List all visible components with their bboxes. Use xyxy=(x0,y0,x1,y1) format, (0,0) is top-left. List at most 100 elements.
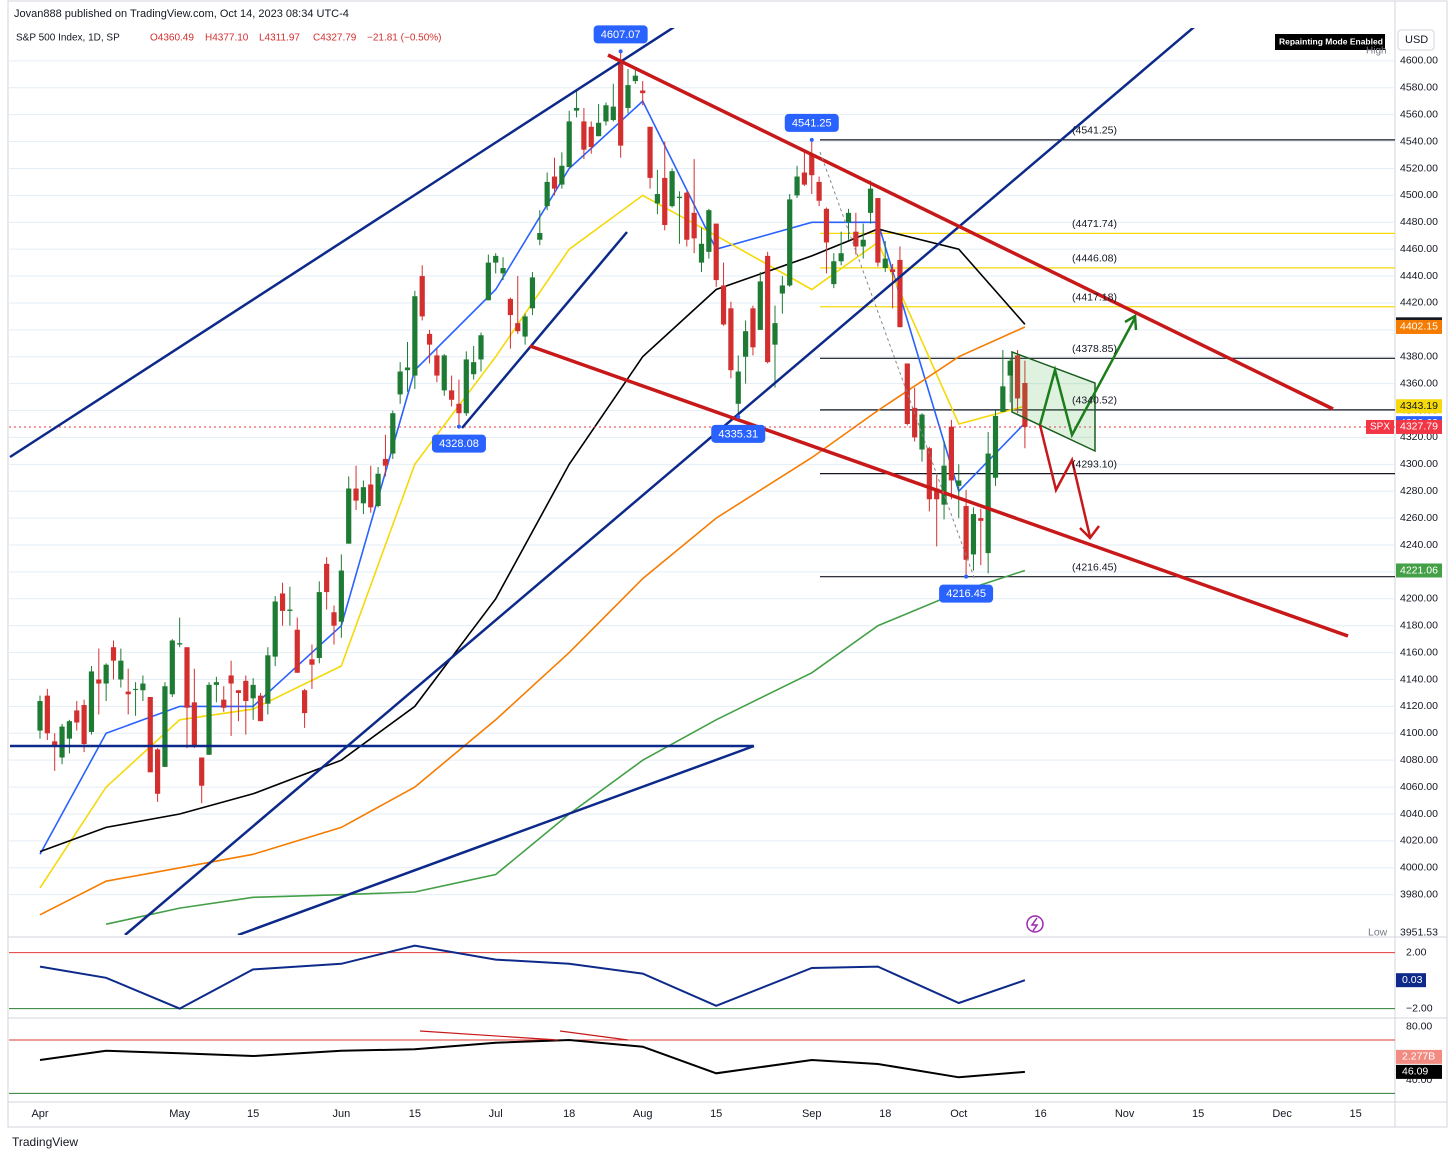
candle-body xyxy=(368,484,374,508)
legend-low: L4311.97 xyxy=(259,33,300,44)
candle-body xyxy=(529,277,536,309)
y-tick-label: 3980.00 xyxy=(1400,888,1438,900)
candle-body xyxy=(132,688,139,690)
candle-body xyxy=(985,453,991,554)
value-tag-label: 46.09 xyxy=(1402,1066,1428,1078)
candle-body xyxy=(860,239,866,247)
candle-body xyxy=(978,518,984,521)
candle-body xyxy=(551,176,558,189)
candle-body xyxy=(676,196,683,199)
candle-body xyxy=(816,181,822,201)
value-tag xyxy=(1396,973,1426,988)
x-tick-label: May xyxy=(169,1108,190,1120)
currency[interactable]: USD xyxy=(1405,34,1428,46)
x-tick-label: Oct xyxy=(950,1108,967,1120)
candle-body xyxy=(809,155,815,176)
candle-body xyxy=(272,601,278,657)
y-tick-label: 4160.00 xyxy=(1400,646,1438,658)
y-tick-label: 4020.00 xyxy=(1400,835,1438,847)
candle-body xyxy=(52,741,58,747)
candle-body xyxy=(191,702,197,747)
price-tag-label: 4221.06 xyxy=(1400,564,1438,576)
candle-body xyxy=(537,233,543,240)
candle-body xyxy=(485,262,491,301)
candle-body xyxy=(728,308,734,371)
currency-box[interactable] xyxy=(1397,29,1435,51)
candle-body xyxy=(228,675,234,684)
candle-body xyxy=(787,199,793,286)
x-tick-label: Sep xyxy=(802,1108,822,1120)
x-tick-label: 15 xyxy=(710,1108,722,1120)
candle-body xyxy=(647,126,653,178)
callout-dot xyxy=(964,574,969,579)
candle-body xyxy=(265,655,271,704)
candle-body xyxy=(1022,382,1028,427)
candle-body xyxy=(66,721,72,739)
indicator-line xyxy=(39,944,1026,1010)
price-tag xyxy=(1396,419,1442,434)
candle-body xyxy=(845,212,852,223)
candle-body xyxy=(309,659,315,665)
y-tick-label: 4060.00 xyxy=(1400,781,1438,793)
x-tick-label: 18 xyxy=(879,1108,891,1120)
candle-body xyxy=(823,208,830,243)
candle-body xyxy=(375,473,381,507)
y-tick-label: 4140.00 xyxy=(1400,673,1438,685)
y-tick-label: 4000.00 xyxy=(1400,862,1438,874)
y-tick-label: 4200.00 xyxy=(1400,593,1438,605)
x-tick-label: Jun xyxy=(332,1108,350,1120)
candle-body xyxy=(882,258,888,268)
y-tick-label: 4320.00 xyxy=(1400,431,1438,443)
candle-body xyxy=(353,488,359,501)
callout-label: 4328.08 xyxy=(439,438,479,450)
y-tick-label: 4360.00 xyxy=(1400,377,1438,389)
candle-body xyxy=(338,570,344,622)
candle-body xyxy=(360,487,366,504)
candle-body xyxy=(706,210,712,252)
y-tick-label: 4280.00 xyxy=(1400,485,1438,497)
candle-body xyxy=(250,684,256,699)
candle-body xyxy=(992,415,999,478)
value-tag-label: 0.03 xyxy=(1402,974,1423,986)
candle-body xyxy=(654,194,660,204)
callout-dot xyxy=(456,424,461,429)
candle-body xyxy=(397,371,403,395)
frame xyxy=(7,0,1448,1128)
candle-body xyxy=(287,609,293,611)
candle-body xyxy=(603,105,609,122)
candle-body xyxy=(346,488,352,544)
candle-body xyxy=(426,333,433,345)
candle-body xyxy=(456,403,462,414)
candle-body xyxy=(493,255,499,263)
header: Jovan888 published on TradingView.com, O… xyxy=(14,8,349,20)
callout-box xyxy=(593,25,648,44)
candle-body xyxy=(919,414,925,450)
badge xyxy=(1275,34,1385,50)
candle-body xyxy=(684,192,690,240)
candle-body xyxy=(735,371,741,404)
candle-body xyxy=(897,259,903,328)
candle-body xyxy=(155,749,161,794)
y-tick-label: −2.00 xyxy=(1406,1002,1433,1014)
value-tag xyxy=(1396,1064,1442,1079)
candle-body xyxy=(559,165,565,185)
callout-label: 4541.25 xyxy=(792,117,832,129)
divergence-arrows xyxy=(419,1030,629,1041)
candle-body xyxy=(162,686,168,767)
y-tick-label: 4080.00 xyxy=(1400,754,1438,766)
x-tick-label: 18 xyxy=(563,1108,575,1120)
x-tick-label: 15 xyxy=(1192,1108,1204,1120)
level-label: (4446.08) xyxy=(1072,253,1117,265)
drawings xyxy=(9,28,1349,935)
y-tick-label: 4600.00 xyxy=(1400,55,1438,67)
level-label: (4417.18) xyxy=(1072,292,1117,304)
level-label: (4378.85) xyxy=(1072,343,1117,355)
candle-body xyxy=(110,647,117,661)
y-tick-label: 4580.00 xyxy=(1400,82,1438,94)
candle-body xyxy=(88,671,95,732)
callout-box xyxy=(939,584,994,603)
candle-body xyxy=(963,506,969,560)
candle-body xyxy=(890,269,896,273)
x-tick-label: Dec xyxy=(1272,1108,1292,1120)
